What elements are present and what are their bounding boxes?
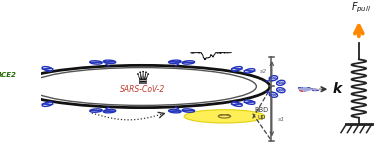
Ellipse shape bbox=[269, 76, 277, 81]
Ellipse shape bbox=[29, 100, 40, 104]
Ellipse shape bbox=[0, 80, 8, 85]
Ellipse shape bbox=[14, 65, 270, 108]
Text: $F_{pull}$: $F_{pull}$ bbox=[350, 0, 370, 15]
Ellipse shape bbox=[28, 68, 256, 105]
Ellipse shape bbox=[182, 109, 195, 112]
Ellipse shape bbox=[277, 80, 285, 85]
Ellipse shape bbox=[232, 67, 242, 71]
Ellipse shape bbox=[182, 61, 195, 64]
Ellipse shape bbox=[103, 109, 116, 113]
Ellipse shape bbox=[244, 69, 255, 73]
Ellipse shape bbox=[184, 110, 265, 123]
Ellipse shape bbox=[90, 61, 102, 64]
Ellipse shape bbox=[169, 109, 181, 113]
Ellipse shape bbox=[169, 60, 181, 64]
Ellipse shape bbox=[277, 88, 285, 93]
Text: RBD
up: RBD up bbox=[254, 107, 268, 120]
Text: ACE2: ACE2 bbox=[0, 72, 16, 78]
Ellipse shape bbox=[42, 102, 53, 106]
Ellipse shape bbox=[232, 102, 242, 106]
Ellipse shape bbox=[42, 67, 53, 71]
Text: s2: s2 bbox=[259, 69, 267, 74]
Ellipse shape bbox=[244, 100, 255, 104]
Text: k: k bbox=[333, 82, 342, 95]
Ellipse shape bbox=[269, 92, 277, 97]
Ellipse shape bbox=[7, 92, 15, 97]
Ellipse shape bbox=[7, 76, 15, 81]
Text: SARS-CoV-2: SARS-CoV-2 bbox=[119, 85, 165, 94]
Ellipse shape bbox=[0, 88, 8, 93]
Ellipse shape bbox=[90, 109, 102, 112]
Text: s1: s1 bbox=[277, 117, 285, 122]
Ellipse shape bbox=[29, 69, 40, 73]
FancyArrow shape bbox=[12, 77, 26, 80]
Ellipse shape bbox=[103, 60, 116, 64]
Text: ♛: ♛ bbox=[134, 70, 150, 88]
